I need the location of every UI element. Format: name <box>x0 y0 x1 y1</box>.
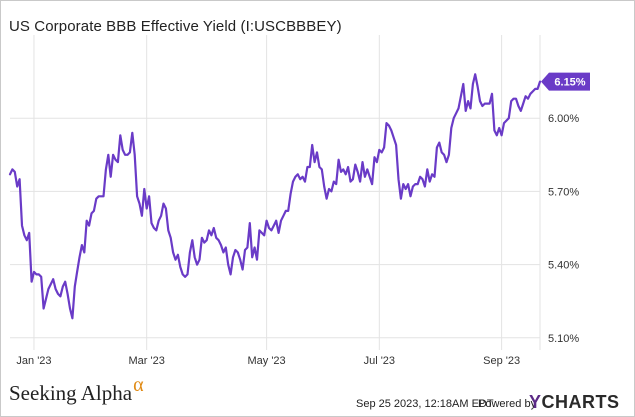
ycharts-wordmark: CHARTS <box>541 392 620 412</box>
x-tick-label: Mar '23 <box>129 355 165 367</box>
y-tick-label: 5.10% <box>548 333 579 345</box>
x-tick-label: Sep '23 <box>483 355 520 367</box>
alpha-symbol-icon: α <box>133 374 144 396</box>
y-tick-label: 5.70% <box>548 186 579 198</box>
powered-by-label: Powered by <box>478 398 537 410</box>
y-tick-label: 5.40% <box>548 260 579 272</box>
ycharts-y-letter: Y <box>529 392 542 412</box>
x-tick-label: Jul '23 <box>364 355 395 367</box>
seeking-alpha-wordmark: Seeking Alpha <box>9 381 133 405</box>
series-line <box>8 73 542 320</box>
last-value-label: 6.15% <box>554 77 585 89</box>
y-axis: 5.10% 5.40% 5.70% 6.00% <box>548 113 579 345</box>
timestamp: Sep 25 2023, 12:18AM EDT. <box>356 398 496 410</box>
x-axis: Jan '23 Mar '23 May '23 Jul '23 Sep '23 <box>16 355 520 367</box>
x-tick-label: May '23 <box>248 355 286 367</box>
seeking-alpha-logo: Seeking Alphaα <box>9 374 144 406</box>
y-tick-label: 6.00% <box>548 113 579 125</box>
x-tick-label: Jan '23 <box>16 355 51 367</box>
series-group <box>8 73 542 320</box>
chart-title: US Corporate BBB Effective Yield (I:USCB… <box>9 18 342 35</box>
gridlines <box>10 35 541 350</box>
last-value-badge-shape <box>541 72 590 91</box>
last-value-badge: 6.15% <box>541 72 590 91</box>
ycharts-logo[interactable]: YCHARTS <box>529 392 620 413</box>
